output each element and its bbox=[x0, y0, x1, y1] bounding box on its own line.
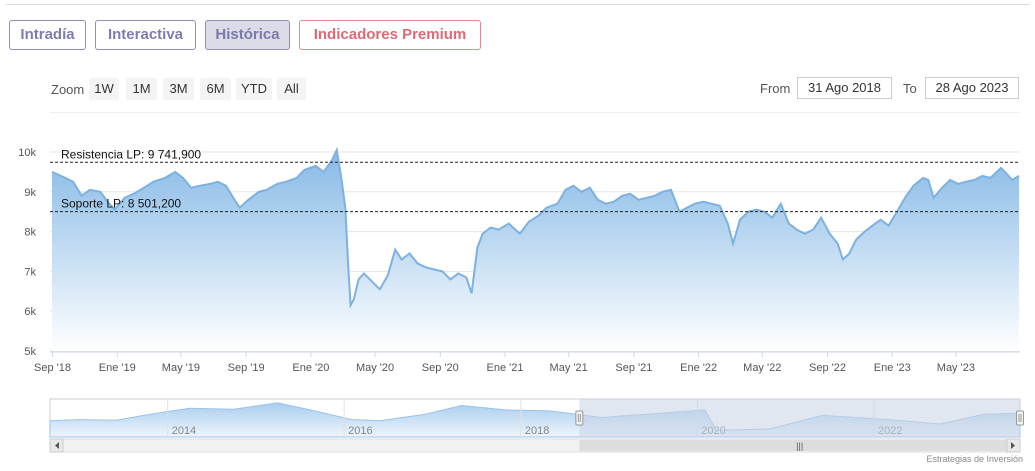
x-tick-label: Sep '22 bbox=[809, 362, 846, 374]
navigator-selection[interactable] bbox=[579, 399, 1020, 437]
x-tick-label: May '19 bbox=[162, 362, 200, 374]
navigator-year-label: 2016 bbox=[348, 425, 372, 437]
y-tick-label: 5k bbox=[24, 346, 36, 358]
scrollbar-grip: ||| bbox=[796, 441, 803, 451]
navigator-year-label: 2014 bbox=[172, 425, 196, 437]
zoom-label: Zoom bbox=[51, 82, 85, 97]
x-tick-label: Sep '18 bbox=[34, 362, 71, 374]
x-tick-label: May '20 bbox=[356, 362, 394, 374]
navigator[interactable]: 20142016201820202022||| bbox=[49, 398, 1024, 453]
x-tick-label: Ene '19 bbox=[99, 362, 136, 374]
zoom-3m-button[interactable]: 3M bbox=[163, 78, 194, 100]
zoom-6m-button[interactable]: 6M bbox=[200, 78, 231, 100]
arrow-right-icon bbox=[1011, 442, 1015, 449]
chart-credit: Estrategias de Inversión bbox=[926, 454, 1023, 464]
x-tick-label: Ene '23 bbox=[874, 362, 911, 374]
tab-intradia[interactable]: Intradía bbox=[9, 20, 86, 50]
x-axis: Sep '18 Ene '19 May '19 Sep '19 Ene '20 May '… bbox=[34, 351, 1020, 374]
zoom-ytd-button[interactable]: YTD bbox=[236, 78, 272, 100]
zoom-1w-button[interactable]: 1W bbox=[89, 78, 119, 100]
tab-historica[interactable]: Histórica bbox=[205, 20, 290, 50]
y-axis: 5k 6k 7k 8k 9k 10k bbox=[18, 147, 36, 358]
support-label: Soporte LP: 8 501,200 bbox=[61, 197, 181, 211]
x-tick-label: Ene '22 bbox=[680, 362, 717, 374]
x-tick-label: Ene '20 bbox=[292, 362, 329, 374]
x-tick-label: Ene '21 bbox=[487, 362, 524, 374]
resistance-label: Resistencia LP: 9 741,900 bbox=[61, 147, 201, 161]
y-tick-label: 9k bbox=[24, 187, 36, 199]
tab-interactiva[interactable]: Interactiva bbox=[95, 20, 196, 50]
y-tick-label: 10k bbox=[18, 147, 36, 159]
x-tick-label: May '23 bbox=[937, 362, 975, 374]
chart-top-divider bbox=[50, 112, 1020, 113]
to-date-input[interactable]: 28 Ago 2023 bbox=[925, 77, 1019, 99]
tab-indicadores-premium[interactable]: Indicadores Premium bbox=[299, 20, 481, 50]
x-tick-label: May '21 bbox=[550, 362, 588, 374]
arrow-left-icon bbox=[55, 442, 59, 449]
x-tick-label: May '22 bbox=[743, 362, 781, 374]
top-divider bbox=[6, 4, 1030, 5]
y-tick-label: 8k bbox=[24, 227, 36, 239]
price-line bbox=[51, 146, 1020, 309]
price-area bbox=[52, 150, 1019, 351]
scrollbar-thumb[interactable] bbox=[579, 440, 1020, 451]
navigator-right-handle[interactable] bbox=[1016, 410, 1024, 426]
from-date-input[interactable]: 31 Ago 2018 bbox=[797, 77, 892, 99]
x-tick-label: Sep '19 bbox=[228, 362, 265, 374]
navigator-left-handle[interactable] bbox=[575, 410, 584, 426]
y-tick-label: 7k bbox=[24, 266, 36, 278]
navigator-year-label: 2018 bbox=[525, 425, 549, 437]
to-label: To bbox=[903, 81, 917, 96]
x-tick-label: Sep '21 bbox=[615, 362, 652, 374]
y-tick-label: 6k bbox=[24, 306, 36, 318]
zoom-1m-button[interactable]: 1M bbox=[126, 78, 157, 100]
from-label: From bbox=[760, 81, 791, 96]
x-tick-label: Sep '20 bbox=[422, 362, 459, 374]
zoom-all-button[interactable]: All bbox=[277, 78, 306, 100]
